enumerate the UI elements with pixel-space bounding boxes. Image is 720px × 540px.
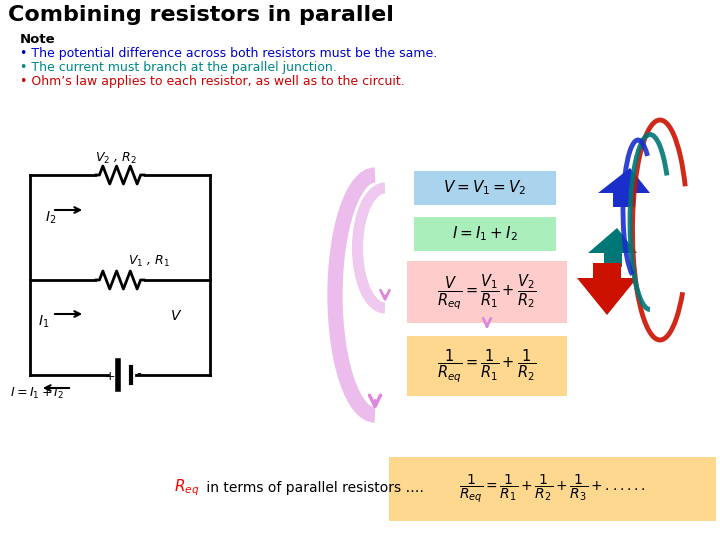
FancyBboxPatch shape (414, 217, 556, 251)
Polygon shape (577, 263, 637, 315)
Text: +: + (104, 370, 115, 383)
FancyBboxPatch shape (407, 336, 567, 396)
Text: $\dfrac{V}{R_{eq}} = \dfrac{V_1}{R_1} + \dfrac{V_2}{R_2}$: $\dfrac{V}{R_{eq}} = \dfrac{V_1}{R_1} + … (437, 272, 536, 312)
Text: in terms of parallel resistors ….: in terms of parallel resistors …. (202, 481, 424, 495)
Polygon shape (588, 228, 637, 267)
FancyBboxPatch shape (414, 171, 556, 205)
Text: $V_1$ , $R_1$: $V_1$ , $R_1$ (128, 254, 170, 269)
Text: $\dfrac{1}{R_{eq}} = \dfrac{1}{R_1} + \dfrac{1}{R_2} + \dfrac{1}{R_3} + ......$: $\dfrac{1}{R_{eq}} = \dfrac{1}{R_1} + \d… (459, 472, 646, 505)
Text: $V = V_1 = V_2$: $V = V_1 = V_2$ (444, 179, 527, 197)
Polygon shape (598, 168, 650, 207)
Text: • Ohm’s law applies to each resistor, as well as to the circuit.: • Ohm’s law applies to each resistor, as… (20, 75, 405, 88)
Text: $I_2$: $I_2$ (45, 210, 56, 226)
Text: $I = I_1 + I_2$: $I = I_1 + I_2$ (10, 386, 64, 401)
FancyBboxPatch shape (407, 261, 567, 323)
Text: $V$: $V$ (170, 309, 182, 323)
Text: -: - (137, 368, 141, 382)
Text: $I = I_1 + I_2$: $I = I_1 + I_2$ (452, 225, 518, 244)
Text: $V_2$ , $R_2$: $V_2$ , $R_2$ (95, 151, 137, 166)
Text: $R_{eq}$: $R_{eq}$ (174, 478, 200, 498)
Text: $\dfrac{1}{R_{eq}} = \dfrac{1}{R_1} + \dfrac{1}{R_2}$: $\dfrac{1}{R_{eq}} = \dfrac{1}{R_1} + \d… (437, 347, 536, 384)
Text: $I_1$: $I_1$ (38, 314, 50, 330)
FancyBboxPatch shape (389, 457, 716, 521)
Text: • The current must branch at the parallel junction.: • The current must branch at the paralle… (20, 61, 337, 74)
Text: Combining resistors in parallel: Combining resistors in parallel (8, 5, 394, 25)
Text: • The potential difference across both resistors must be the same.: • The potential difference across both r… (20, 47, 437, 60)
Text: Note: Note (20, 33, 55, 46)
